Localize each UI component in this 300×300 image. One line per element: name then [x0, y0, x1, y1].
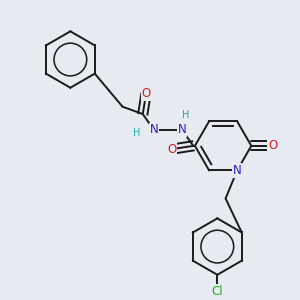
Text: N: N	[149, 124, 158, 136]
Text: H: H	[182, 110, 189, 120]
Text: O: O	[268, 140, 278, 152]
Text: O: O	[142, 87, 151, 100]
Text: H: H	[133, 128, 140, 138]
Text: N: N	[178, 124, 187, 136]
Text: O: O	[167, 143, 176, 156]
Text: N: N	[233, 164, 242, 177]
Text: Cl: Cl	[212, 285, 223, 298]
